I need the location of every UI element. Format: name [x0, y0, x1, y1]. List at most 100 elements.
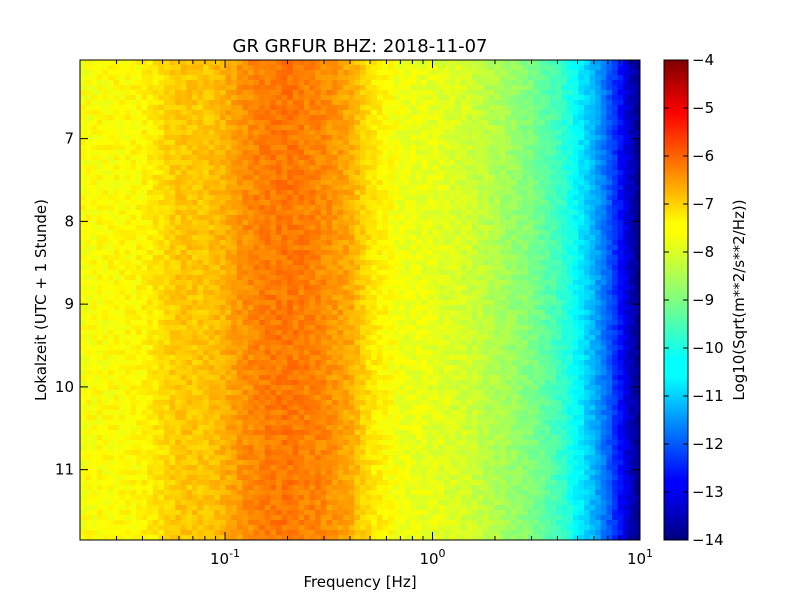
heatmap-cell-2060 [197, 280, 204, 286]
heatmap-cell-1188 [147, 240, 154, 246]
heatmap-cell-798 [124, 210, 131, 216]
heatmap-cell-711 [119, 255, 126, 261]
heatmap-cell-505 [108, 185, 115, 191]
heatmap-cell-1174 [147, 170, 154, 176]
heatmap-cell-4962 [365, 390, 372, 396]
heatmap-cell-4488 [337, 420, 344, 426]
heatmap-cell-3217 [264, 305, 271, 311]
heatmap-cell-1965 [192, 285, 199, 291]
heatmap-cell-11 [80, 115, 87, 121]
heatmap-cell-4192 [320, 380, 327, 386]
heatmap-cell-2306 [214, 70, 221, 76]
heatmap-cell-563 [108, 475, 115, 481]
heatmap-cell-3295 [270, 215, 277, 221]
heatmap-cell-2094 [197, 450, 204, 456]
heatmap-cell-4545 [343, 225, 350, 231]
heatmap-cell-343 [96, 335, 103, 341]
heatmap-cell-3840 [304, 60, 311, 66]
heatmap-cell-1704 [175, 420, 182, 426]
heatmap-cell-2101 [197, 485, 204, 491]
heatmap-cell-1872 [186, 300, 193, 306]
heatmap-cell-4299 [326, 435, 333, 441]
heatmap-cell-4260 [326, 240, 333, 246]
heatmap-cell-4906 [365, 110, 372, 116]
heatmap-cell-32 [80, 220, 87, 226]
heatmap-cell-4727 [354, 175, 361, 181]
heatmap-cell-2561 [225, 385, 232, 391]
heatmap-cell-2722 [236, 230, 243, 236]
heatmap-cell-3406 [276, 290, 283, 296]
heatmap-cell-1181 [147, 205, 154, 211]
heatmap-cell-2107 [197, 515, 204, 521]
heatmap-cell-2424 [220, 180, 227, 186]
heatmap-cell-4511 [337, 535, 344, 540]
heatmap-cell-146 [85, 310, 92, 316]
heatmap-cell-2164 [203, 320, 210, 326]
heatmap-cell-2499 [225, 75, 232, 81]
heatmap-cell-3801 [298, 345, 305, 351]
heatmap-cell-3558 [287, 90, 294, 96]
heatmap-cell-2142 [203, 210, 210, 216]
heatmap-cell-1739 [180, 115, 187, 121]
heatmap-cell-4124 [315, 520, 322, 526]
heatmap-cell-4384 [332, 380, 339, 386]
heatmap-cell-1855 [186, 215, 193, 221]
heatmap-cell-3395 [276, 235, 283, 241]
heatmap-cell-4846 [360, 290, 367, 296]
heatmap-cell-3834 [298, 510, 305, 516]
heatmap-cell-3246 [264, 450, 271, 456]
heatmap-cell-494 [108, 130, 115, 136]
heatmap-cell-3415 [276, 335, 283, 341]
heatmap-cell-2140 [203, 200, 210, 206]
heatmap-cell-4465 [337, 305, 344, 311]
heatmap-cell-3247 [264, 455, 271, 461]
heatmap-cell-812 [124, 280, 131, 286]
heatmap-cell-4647 [348, 255, 355, 261]
heatmap-cell-2663 [231, 415, 238, 421]
heatmap-cell-1022 [136, 370, 143, 376]
heatmap-cell-1441 [164, 65, 171, 71]
heatmap-cell-3313 [270, 305, 277, 311]
heatmap-cell-4509 [337, 525, 344, 531]
heatmap-cell-2338 [214, 230, 221, 236]
heatmap-cell-4507 [337, 515, 344, 521]
heatmap-cell-318 [96, 210, 103, 216]
heatmap-cell-390 [102, 90, 109, 96]
heatmap-cell-3205 [264, 245, 271, 251]
heatmap-cell-748 [119, 440, 126, 446]
heatmap-cell-8 [80, 100, 87, 106]
heatmap-cell-680 [119, 100, 126, 106]
heatmap-cell-2811 [242, 195, 249, 201]
heatmap-cell-2125 [203, 125, 210, 131]
heatmap-cell-1619 [169, 475, 176, 481]
heatmap-cell-1295 [152, 295, 159, 301]
heatmap-cell-3513 [281, 345, 288, 351]
heatmap-cell-1557 [169, 165, 176, 171]
heatmap-cell-3797 [298, 325, 305, 331]
heatmap-cell-4461 [337, 285, 344, 291]
heatmap-cell-3640 [287, 500, 294, 506]
heatmap-cell-876 [130, 120, 137, 126]
heatmap-cell-4068 [315, 240, 322, 246]
heatmap-cell-4716 [354, 120, 361, 126]
heatmap-cell-996 [136, 240, 143, 246]
heatmap-cell-3361 [276, 65, 283, 71]
heatmap-cell-1030 [136, 410, 143, 416]
heatmap-cell-655 [113, 455, 120, 461]
heatmap-cell-2841 [242, 345, 249, 351]
heatmap-cell-2254 [208, 290, 215, 296]
heatmap-cell-1206 [147, 330, 154, 336]
heatmap-cell-1412 [158, 400, 165, 406]
heatmap-cell-941 [130, 445, 137, 451]
heatmap-cell-245 [91, 325, 98, 331]
heatmap-cell-295 [96, 95, 103, 101]
heatmap-cell-1482 [164, 270, 171, 276]
heatmap-cell-2074 [197, 350, 204, 356]
heatmap-cell-2073 [197, 345, 204, 351]
heatmap-cell-1637 [175, 85, 182, 91]
heatmap-cell-2169 [203, 345, 210, 351]
heatmap-cell-746 [119, 430, 126, 436]
heatmap-cell-3983 [309, 295, 316, 301]
heatmap-cell-811 [124, 275, 131, 281]
heatmap-cell-89 [80, 505, 87, 511]
